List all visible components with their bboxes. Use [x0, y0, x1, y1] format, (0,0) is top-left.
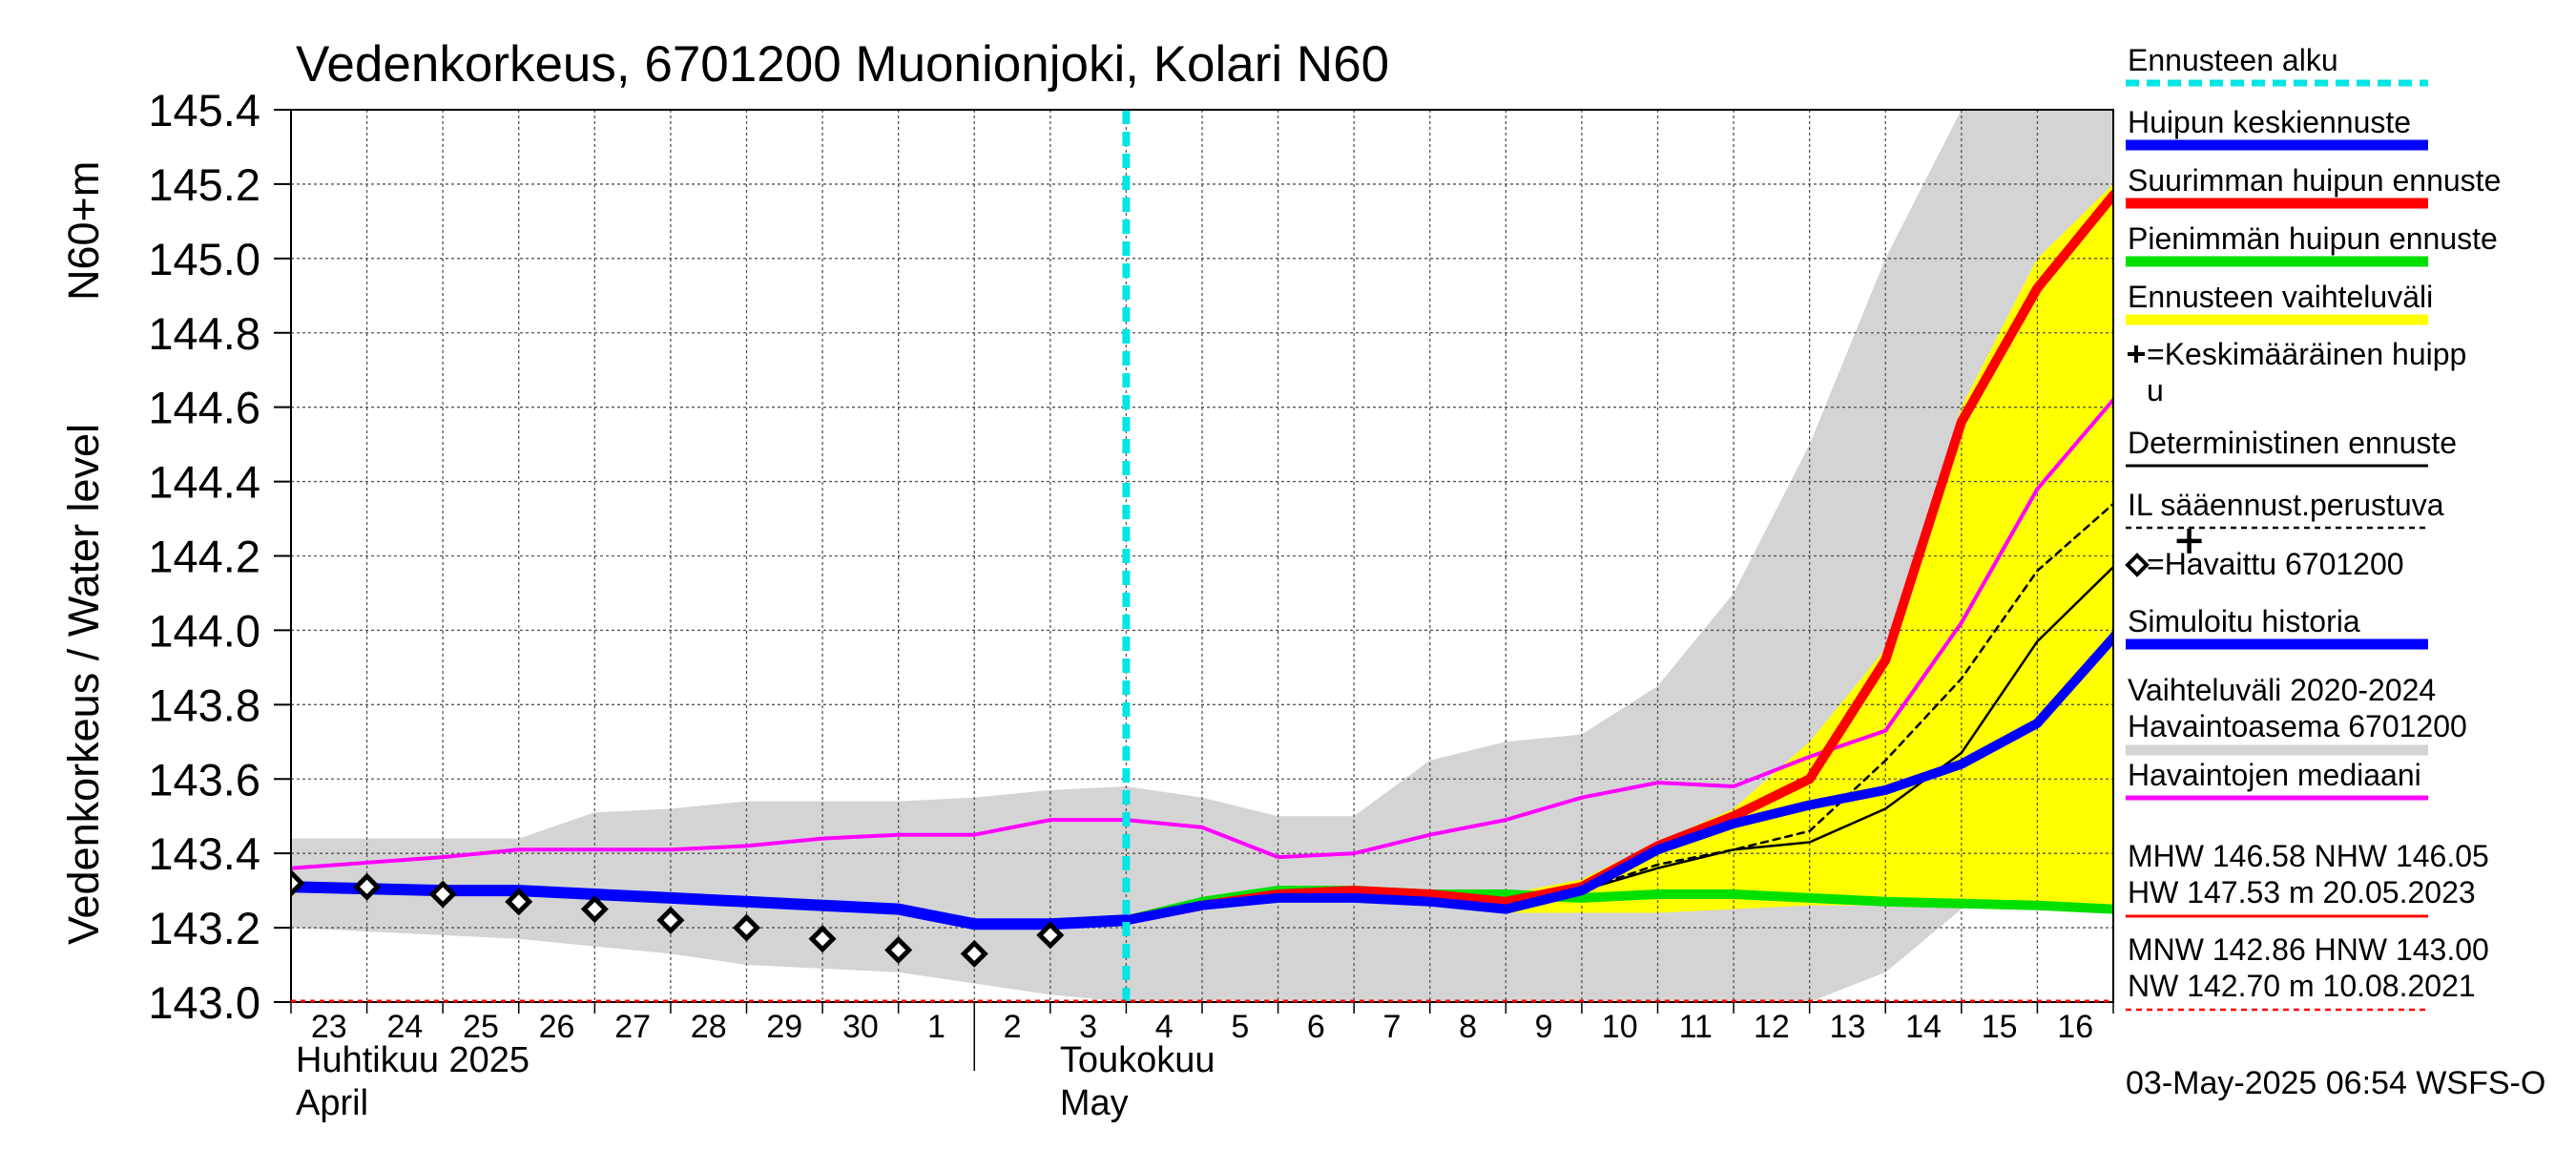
legend-label-mean_forecast: Huipun keskiennuste: [2128, 105, 2411, 139]
legend-label-low_stats: MNW 142.86 HNW 143.00: [2128, 932, 2489, 967]
y-tick-label: 145.0: [148, 234, 260, 284]
observed-point: [808, 925, 837, 953]
legend-label-observed: =Havaittu 6701200: [2147, 547, 2404, 581]
y-tick-label: 145.2: [148, 159, 260, 210]
x-tick-label: 16: [2057, 1009, 2093, 1045]
y-tick-label: 143.2: [148, 903, 260, 953]
x-tick-label: 26: [539, 1009, 575, 1045]
x-tick-label: 28: [691, 1009, 727, 1045]
observed-point: [884, 935, 913, 964]
y-tick-label: 144.8: [148, 308, 260, 359]
y-tick-label: 145.4: [148, 85, 260, 136]
simulated-history-series: [291, 881, 1132, 930]
y-tick-label: 143.4: [148, 828, 260, 879]
x-tick-label: 5: [1231, 1009, 1249, 1045]
x-tick-label: 13: [1830, 1009, 1866, 1045]
legend-label-forecast_band: Ennusteen vaihteluväli: [2128, 280, 2433, 314]
x-tick-label: 29: [766, 1009, 802, 1045]
legend-label2-mean_peak: u: [2147, 373, 2164, 408]
deterministic-series: [1580, 565, 2113, 892]
il-forecast-series: [1580, 502, 2113, 892]
observed-point: [1036, 921, 1065, 950]
x-tick-label: 24: [386, 1009, 423, 1045]
legend-label2-history_band: Havaintoasema 6701200: [2128, 709, 2467, 743]
legend-label-il_forecast: IL sääennust.perustuva: [2128, 488, 2444, 522]
legend-plus-marker: [2128, 345, 2145, 363]
x-tick-label: 8: [1459, 1009, 1477, 1045]
observed-point: [505, 888, 533, 916]
observed-point: [428, 880, 457, 909]
y-tick-label: 144.4: [148, 457, 260, 508]
median-series: [291, 397, 2113, 870]
x-tick-label: 11: [1679, 1009, 1713, 1045]
month-label-fi: Toukokuu: [1060, 1040, 1215, 1080]
x-tick-label: 6: [1307, 1009, 1325, 1045]
x-tick-label: 3: [1079, 1009, 1097, 1045]
legend-label-median: Havaintojen mediaani: [2128, 758, 2421, 792]
y-axis-label: Vedenkorkeus / Water level: [59, 424, 108, 945]
month-label-en: May: [1060, 1083, 1129, 1123]
legend-label-history_band: Vaihteluväli 2020-2024: [2128, 673, 2436, 707]
legend-label-max_forecast: Suurimman huipun ennuste: [2128, 163, 2501, 198]
legend-diamond-marker: [2125, 553, 2150, 577]
observed-point: [656, 906, 685, 934]
x-tick-label: 12: [1754, 1009, 1790, 1045]
x-tick-label: 14: [1905, 1009, 1942, 1045]
y-tick-label: 143.0: [148, 977, 260, 1028]
chart-title: Vedenkorkeus, 6701200 Muonionjoki, Kolar…: [296, 36, 1389, 93]
legend-label2-high_stats: HW 147.53 m 20.05.2023: [2128, 875, 2476, 910]
x-tick-label: 1: [927, 1009, 945, 1045]
footer-timestamp: 03-May-2025 06:54 WSFS-O: [2126, 1065, 2545, 1101]
observed-point: [291, 868, 305, 897]
x-tick-label: 27: [614, 1009, 651, 1045]
y-tick-label: 143.6: [148, 754, 260, 805]
x-tick-label: 2: [1004, 1009, 1022, 1045]
y-tick-label: 143.8: [148, 680, 260, 730]
mean-peak-marker: [2176, 528, 2202, 554]
month-label-en: April: [296, 1083, 368, 1123]
y-axis-unit: N60+m: [59, 161, 108, 301]
observed-point: [732, 913, 761, 942]
x-tick-label: 30: [842, 1009, 879, 1045]
x-tick-label: 9: [1535, 1009, 1553, 1045]
y-tick-label: 144.0: [148, 605, 260, 656]
legend-label-mean_peak: =Keskimääräinen huipp: [2147, 337, 2466, 371]
legend-label-high_stats: MHW 146.58 NHW 146.05: [2128, 839, 2489, 873]
x-tick-label: 10: [1602, 1009, 1638, 1045]
x-tick-label: 7: [1382, 1009, 1401, 1045]
x-tick-label: 4: [1155, 1009, 1174, 1045]
legend-label-min_forecast: Pienimmän huipun ennuste: [2128, 221, 2498, 256]
legend-label-forecast_start: Ennusteen alku: [2128, 43, 2338, 77]
month-label-fi: Huhtikuu 2025: [296, 1040, 530, 1080]
x-tick-label: 15: [1982, 1009, 2018, 1045]
y-tick-label: 144.6: [148, 383, 260, 433]
observed-point: [580, 895, 609, 924]
observed-point: [353, 872, 382, 901]
mean-forecast-series: [1121, 630, 2113, 926]
legend-label2-low_stats: NW 142.70 m 10.08.2021: [2128, 969, 2476, 1003]
observed-point: [960, 939, 988, 968]
history-range-band: [291, 110, 2113, 1002]
x-tick-label: 23: [311, 1009, 347, 1045]
legend-label-deterministic: Deterministinen ennuste: [2128, 426, 2457, 460]
y-tick-label: 144.2: [148, 532, 260, 582]
legend-label-simulated_history: Simuloitu historia: [2128, 604, 2360, 638]
x-tick-label: 25: [463, 1009, 499, 1045]
